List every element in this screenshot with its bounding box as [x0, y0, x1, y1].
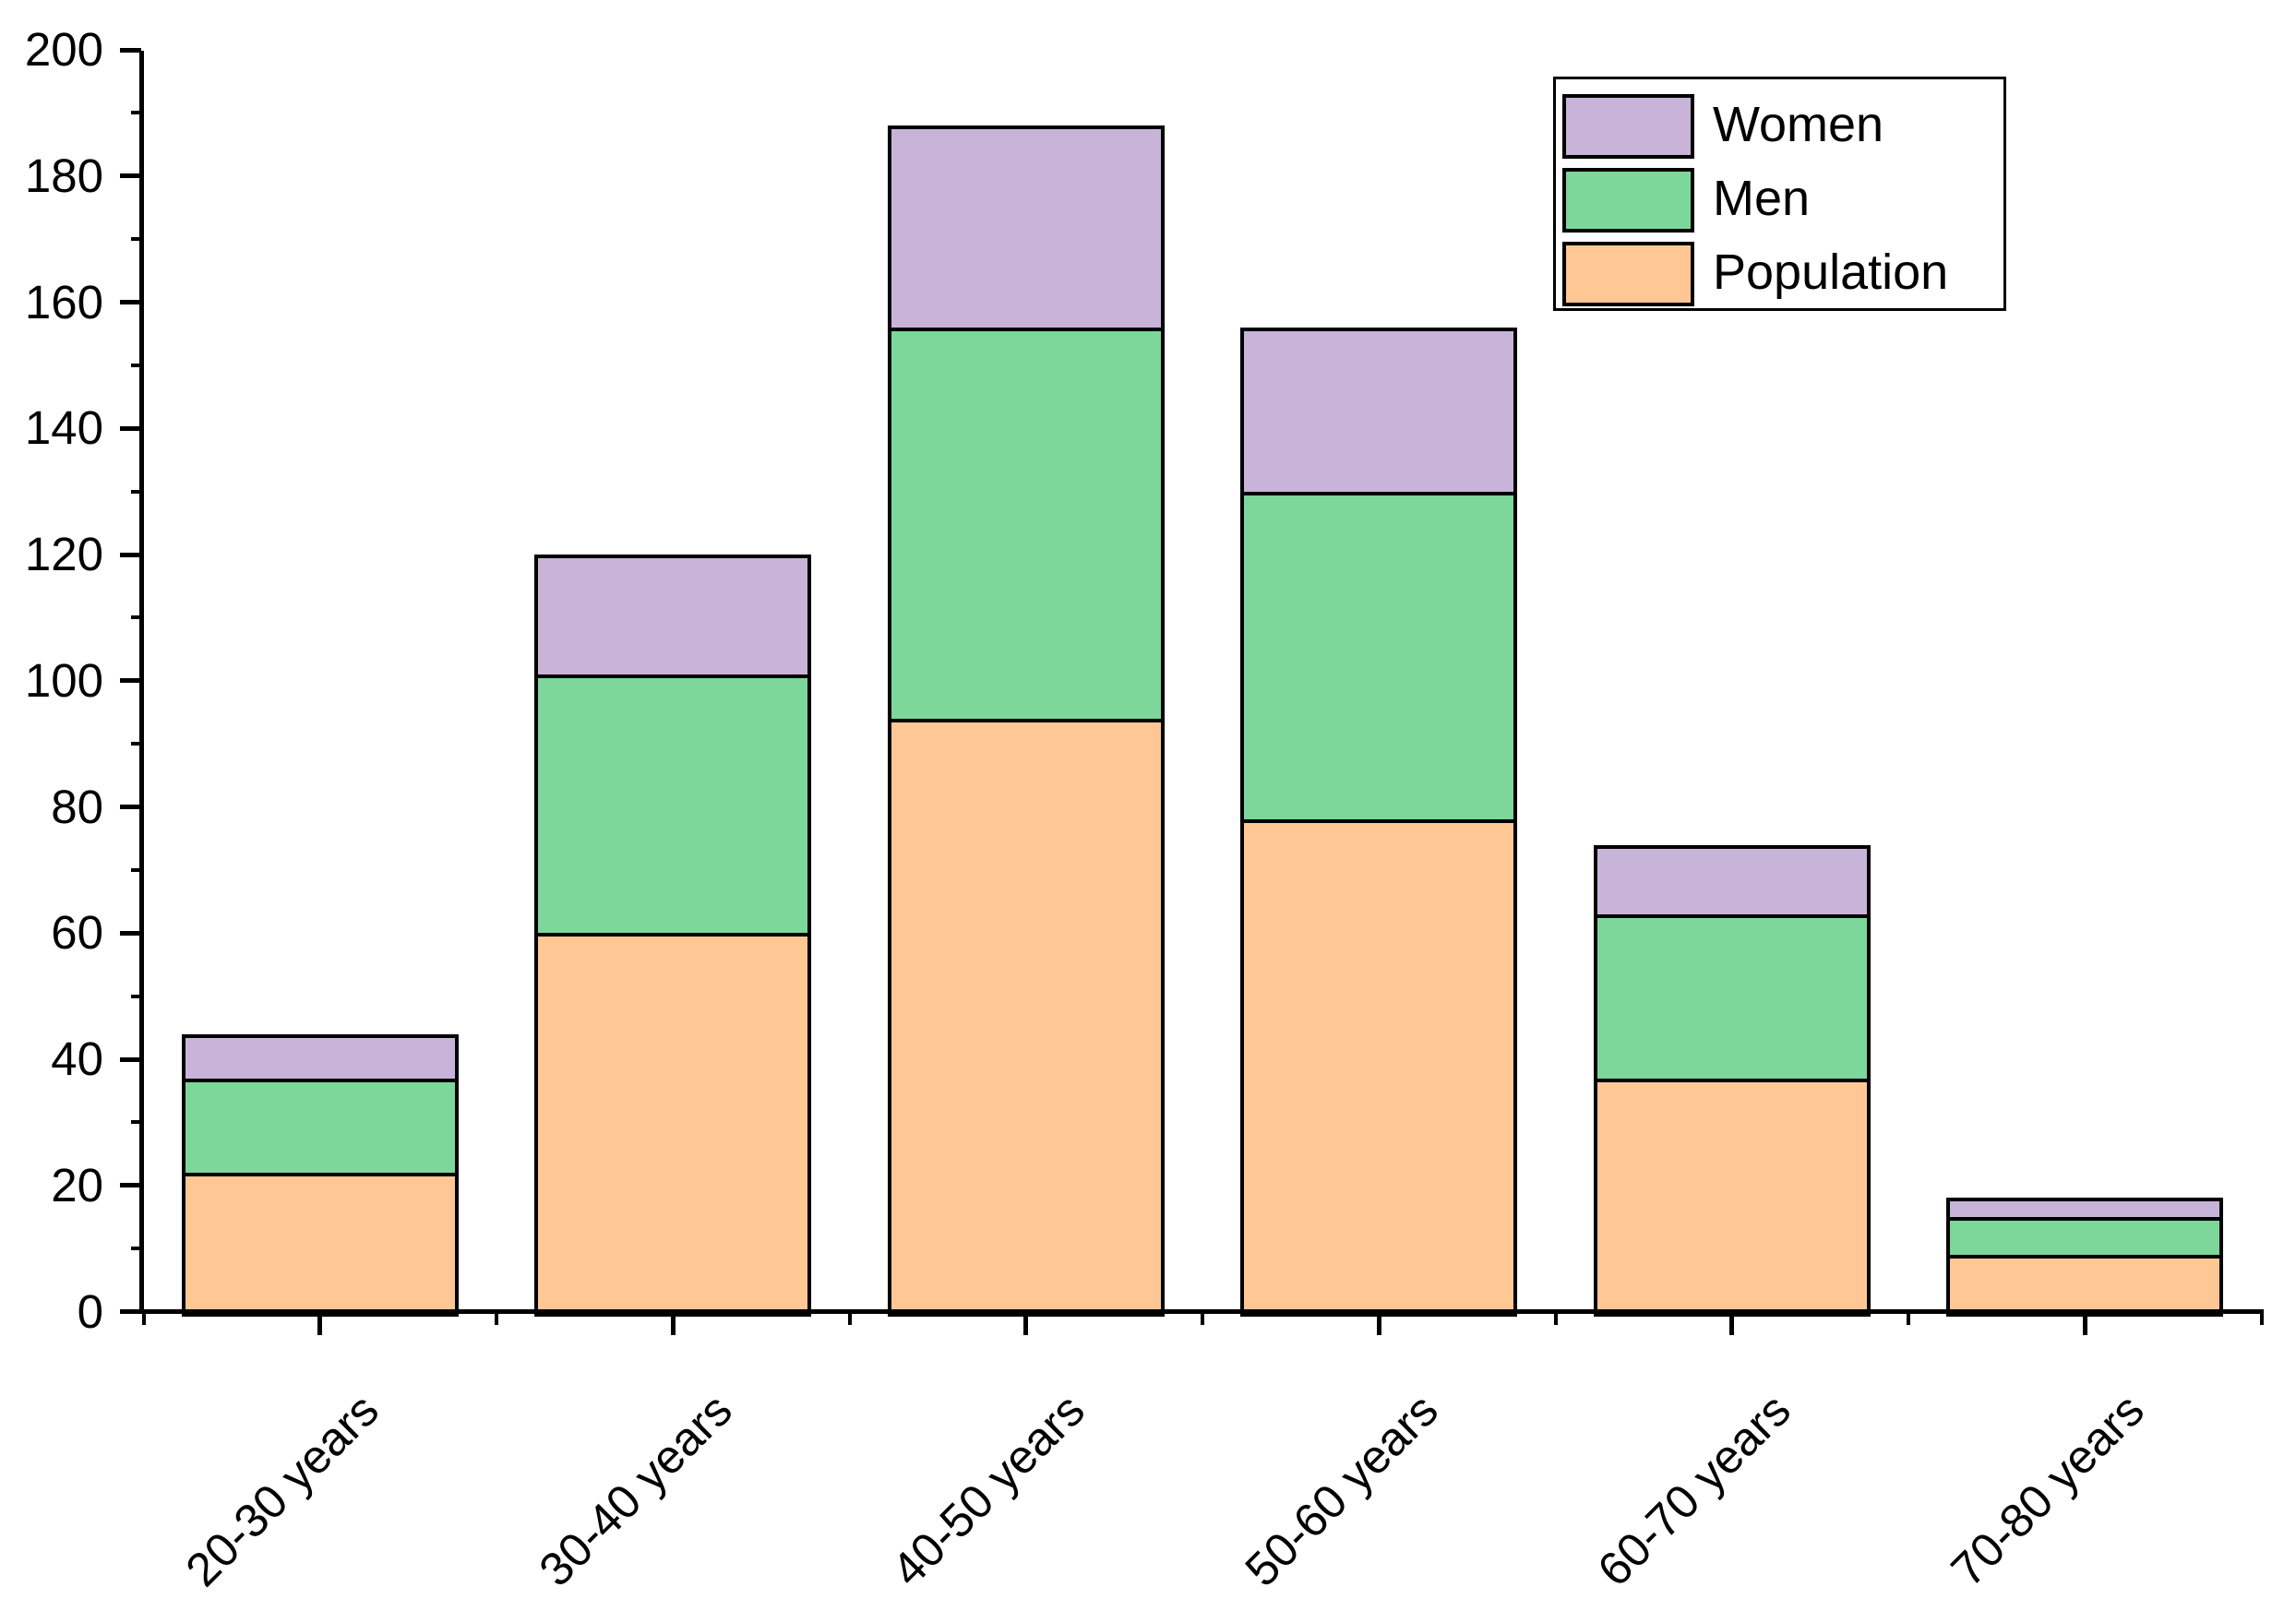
- y-tick-major: [120, 1309, 141, 1314]
- y-tick-label: 0: [77, 1284, 103, 1338]
- x-category-label: 60-70 years: [1587, 1383, 1801, 1597]
- y-tick-minor: [131, 615, 141, 620]
- y-axis-line: [139, 51, 144, 1314]
- bar-segment-men: [1946, 1216, 2224, 1259]
- bar-segment-women: [534, 555, 812, 678]
- legend: Women Men Population: [1553, 77, 2006, 311]
- bar-segment-women: [1946, 1198, 2224, 1221]
- legend-label-women: Women: [1713, 97, 1884, 152]
- y-tick-minor: [131, 111, 141, 115]
- bar-segment-men: [181, 1078, 459, 1177]
- y-tick-label: 160: [24, 275, 103, 328]
- bar-segment-men: [534, 674, 812, 937]
- y-tick-major: [120, 1056, 141, 1062]
- x-tick-major: [317, 1314, 323, 1335]
- bar-segment-women: [181, 1033, 459, 1082]
- y-tick-label: 120: [24, 528, 103, 580]
- y-tick-minor: [131, 237, 141, 242]
- bar-segment-population: [1593, 1078, 1871, 1317]
- legend-label-men: Men: [1713, 171, 1811, 226]
- legend-swatch-population: [1562, 242, 1694, 306]
- x-tick-minor: [141, 1314, 146, 1325]
- y-tick-major: [120, 552, 141, 557]
- bar-segment-men: [1593, 913, 1871, 1082]
- x-tick-minor: [2259, 1314, 2264, 1325]
- bar-segment-population: [181, 1173, 459, 1317]
- x-category-label: 20-30 years: [175, 1383, 389, 1597]
- y-tick-minor: [131, 1247, 141, 1251]
- bar-segment-men: [887, 327, 1165, 722]
- y-tick-minor: [131, 1120, 141, 1125]
- x-category-label: 70-80 years: [1941, 1383, 2154, 1597]
- bar-segment-women: [1593, 844, 1871, 918]
- x-tick-major: [2082, 1314, 2087, 1335]
- bar-segment-population: [1946, 1254, 2224, 1317]
- x-tick-minor: [495, 1314, 498, 1325]
- y-tick-major: [120, 425, 141, 431]
- x-category-label: 30-40 years: [529, 1383, 742, 1597]
- y-tick-minor: [131, 489, 141, 494]
- x-category-label: 40-50 years: [881, 1383, 1095, 1597]
- bar-segment-population: [1240, 819, 1518, 1317]
- legend-row-men: Men: [1556, 163, 2003, 237]
- y-tick-major: [120, 930, 141, 936]
- legend-swatch-women: [1562, 94, 1694, 159]
- x-axis-line: [139, 1309, 2264, 1314]
- bar-segment-population: [887, 718, 1165, 1317]
- bar-segment-women: [1240, 327, 1518, 495]
- x-tick-minor: [1907, 1314, 1910, 1325]
- bar-segment-men: [1240, 491, 1518, 824]
- bar-segment-population: [534, 933, 812, 1317]
- y-tick-major: [120, 805, 141, 809]
- y-tick-major: [120, 173, 141, 179]
- x-tick-minor: [1553, 1314, 1558, 1325]
- x-tick-major: [1023, 1314, 1029, 1335]
- legend-label-population: Population: [1713, 245, 1949, 300]
- y-tick-label: 80: [51, 780, 103, 833]
- y-tick-minor: [131, 994, 141, 998]
- y-tick-label: 180: [24, 149, 103, 202]
- legend-row-women: Women: [1556, 89, 2003, 163]
- y-tick-label: 200: [24, 23, 103, 76]
- x-tick-major: [670, 1314, 676, 1335]
- y-tick-label: 40: [51, 1032, 103, 1085]
- y-tick-major: [120, 678, 141, 684]
- y-tick-label: 140: [24, 401, 103, 455]
- x-tick-minor: [1201, 1314, 1204, 1325]
- y-tick-minor: [131, 363, 141, 367]
- y-tick-label: 20: [51, 1158, 103, 1211]
- y-tick-label: 60: [51, 906, 103, 960]
- legend-row-population: Population: [1556, 237, 2003, 311]
- y-tick-label: 100: [24, 653, 103, 707]
- y-tick-minor: [131, 867, 141, 872]
- x-category-label: 50-60 years: [1235, 1383, 1448, 1597]
- y-tick-minor: [131, 742, 141, 746]
- x-tick-major: [1729, 1314, 1735, 1335]
- x-tick-minor: [847, 1314, 852, 1325]
- y-tick-major: [120, 300, 141, 304]
- x-tick-major: [1376, 1314, 1381, 1335]
- bar-segment-women: [887, 125, 1165, 331]
- y-tick-major: [120, 1183, 141, 1188]
- legend-swatch-men: [1562, 168, 1694, 233]
- y-tick-major: [120, 47, 141, 53]
